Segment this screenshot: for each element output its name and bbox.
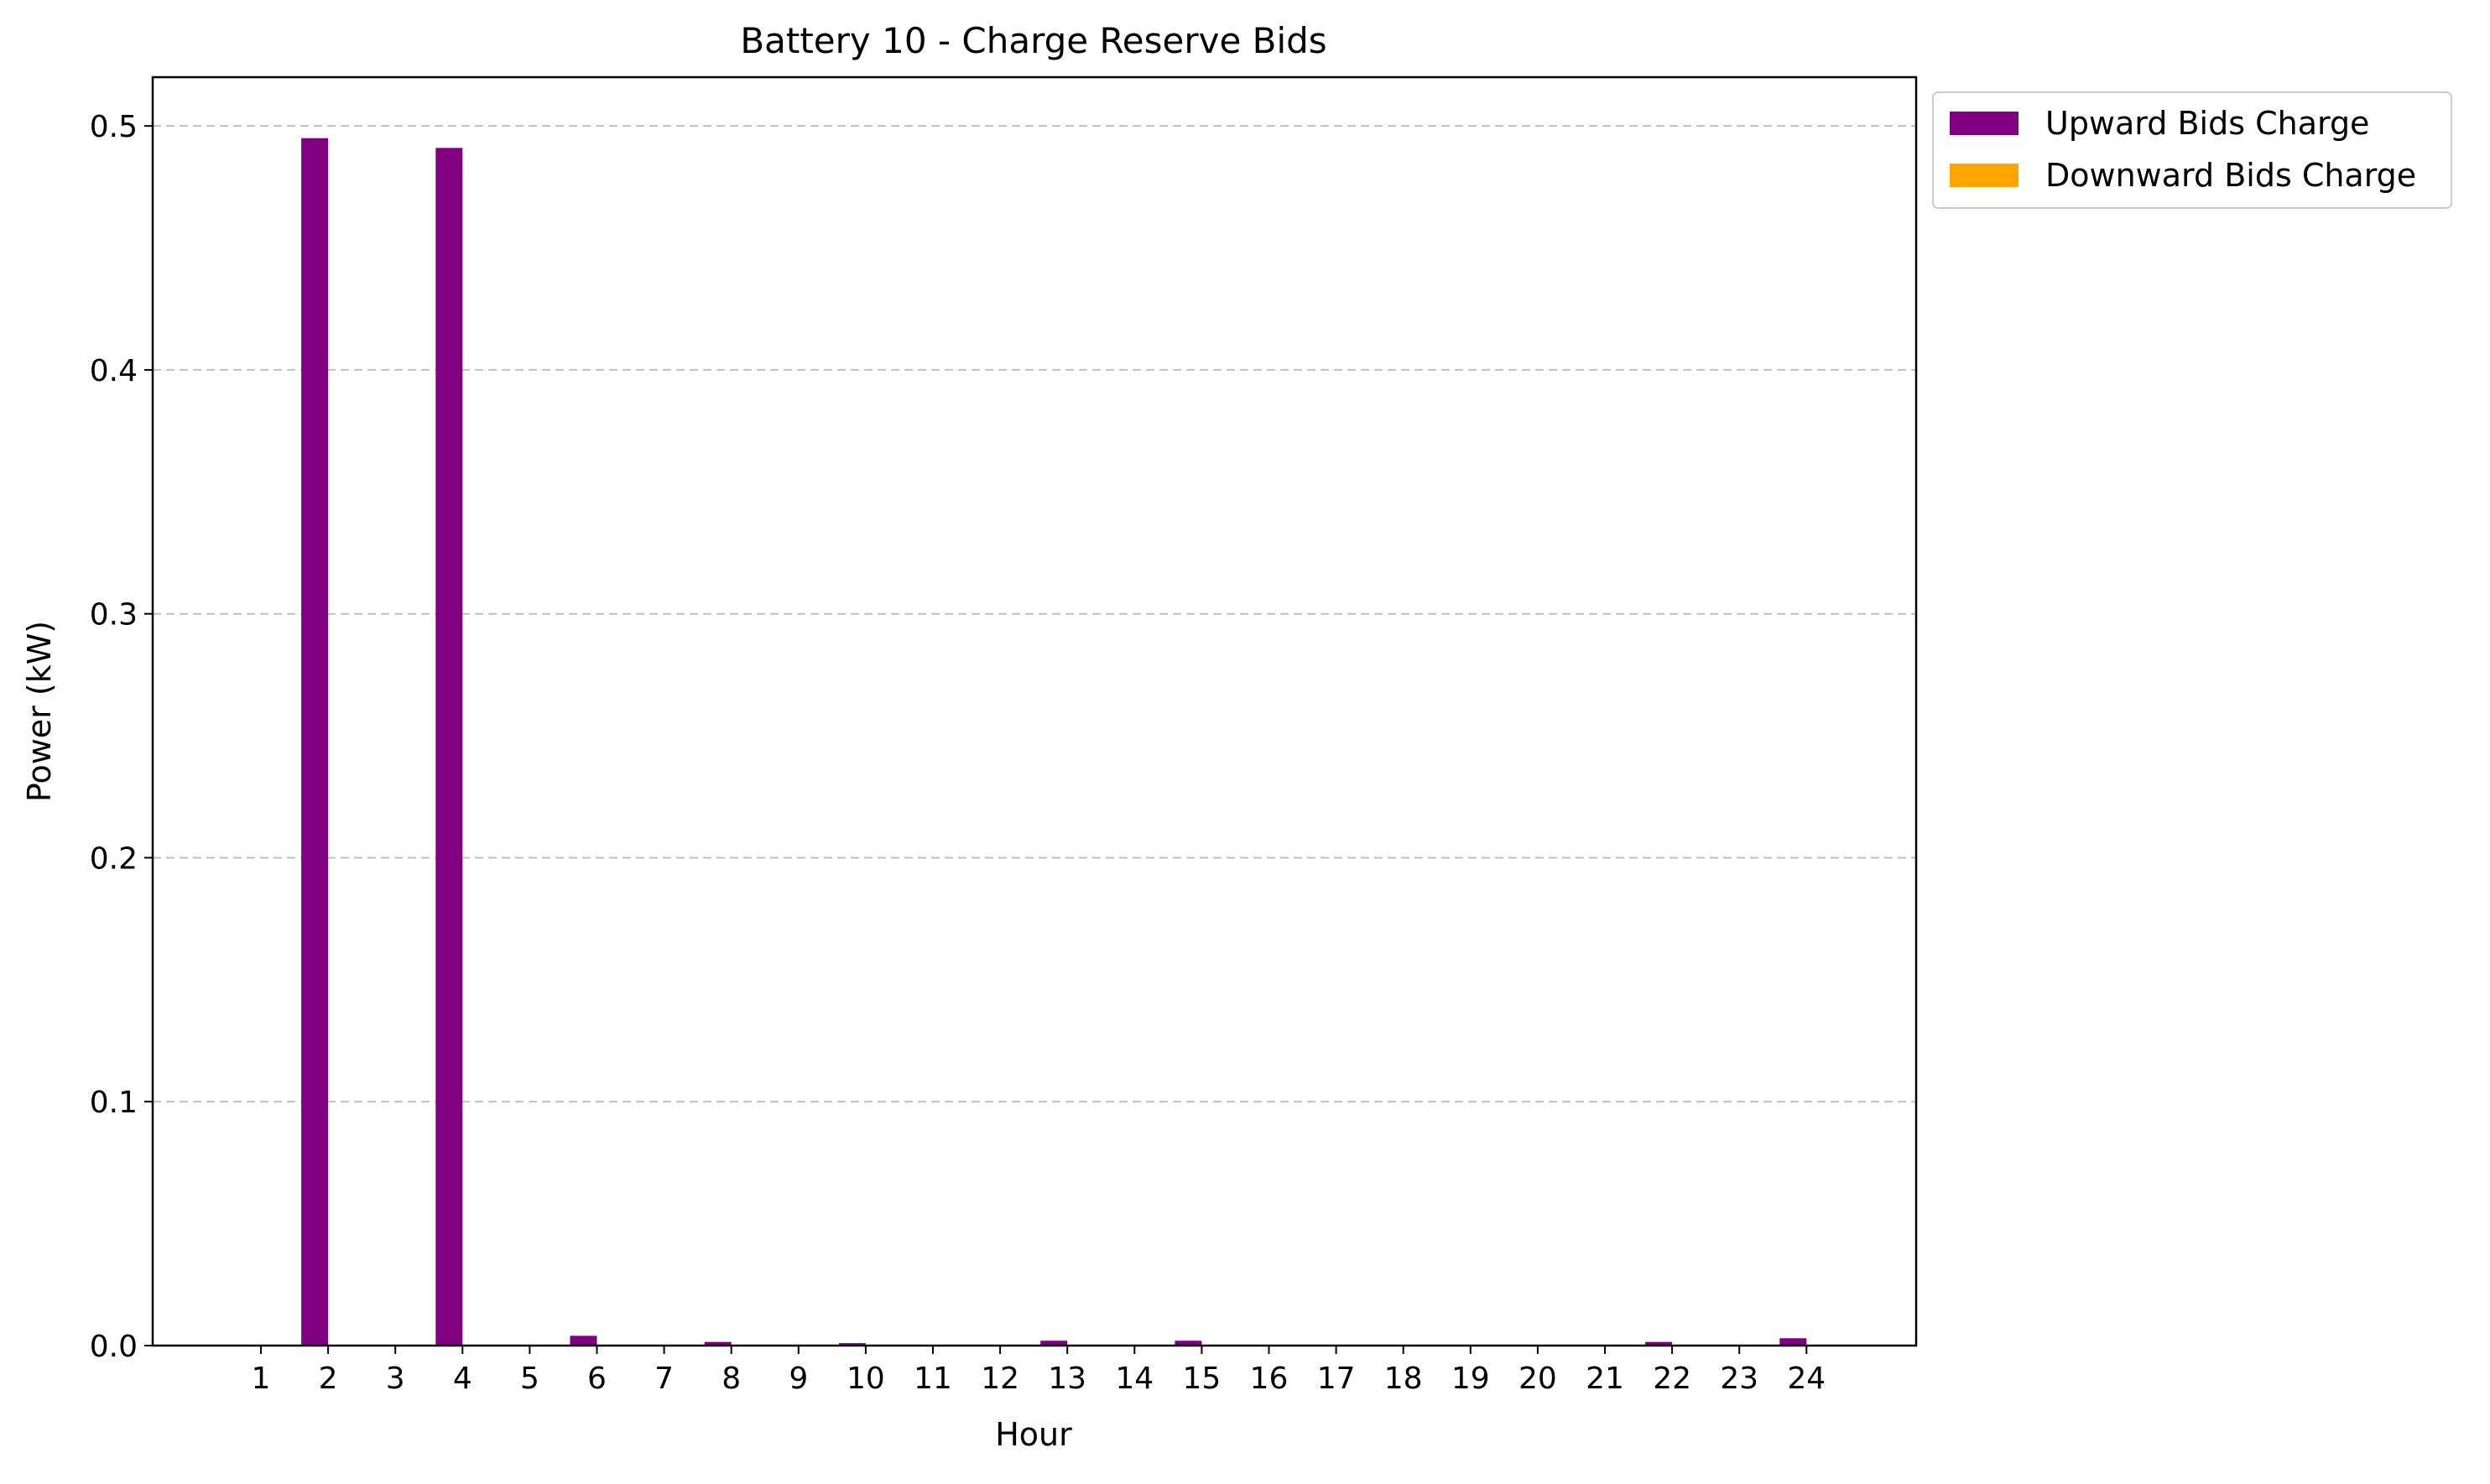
x-tick-label: 4 [453, 1362, 472, 1396]
x-tick-label: 9 [789, 1362, 808, 1396]
bar-upward-hour-6 [570, 1336, 597, 1346]
bar-upward-hour-13 [1040, 1341, 1068, 1346]
x-tick-label: 16 [1250, 1362, 1289, 1396]
bar-upward-hour-8 [704, 1341, 732, 1346]
x-tick-label: 7 [654, 1362, 674, 1396]
x-tick-label: 1 [252, 1362, 271, 1396]
x-tick-label: 23 [1720, 1362, 1758, 1396]
bar-upward-hour-10 [838, 1343, 866, 1346]
legend-swatch [1950, 164, 2019, 187]
x-tick-label: 3 [386, 1362, 405, 1396]
x-tick-label: 24 [1787, 1362, 1826, 1396]
x-tick-label: 19 [1451, 1362, 1490, 1396]
x-tick-label: 12 [981, 1362, 1019, 1396]
y-tick-label: 0.2 [90, 841, 138, 876]
bar-upward-hour-15 [1175, 1341, 1202, 1346]
x-tick-label: 2 [319, 1362, 338, 1396]
bar-upward-hour-4 [435, 148, 463, 1346]
x-tick-label: 17 [1317, 1362, 1356, 1396]
y-tick-label: 0.3 [90, 598, 138, 633]
axes: 0.00.10.20.30.40.51 2 3 4 5 6 7 8 9 10 11 12 13 14 15 1… [90, 76, 1918, 1396]
legend-frame [1932, 91, 2452, 209]
x-tick-label: 13 [1048, 1362, 1086, 1396]
bar-upward-hour-2 [301, 138, 329, 1346]
y-tick-label: 0.5 [90, 110, 138, 144]
x-tick-label: 8 [721, 1362, 741, 1396]
bars [301, 138, 1807, 1346]
x-tick-label: 6 [587, 1362, 607, 1396]
x-tick-label: 18 [1384, 1362, 1423, 1396]
legend-label: Downward Bids Charge [2045, 157, 2416, 194]
plot-frame [151, 76, 1918, 1347]
x-tick-label: 15 [1182, 1362, 1221, 1396]
grid-lines [153, 125, 1916, 1103]
legend: Upward Bids Charge Downward Bids Charge [1932, 91, 2452, 209]
x-tick-label: 14 [1115, 1362, 1154, 1396]
y-tick-label: 0.1 [90, 1086, 138, 1120]
bar-upward-hour-22 [1645, 1341, 1673, 1346]
x-tick-label: 21 [1586, 1362, 1624, 1396]
x-tick-label: 22 [1653, 1362, 1691, 1396]
x-tick-label: 20 [1518, 1362, 1557, 1396]
chart-title: Battery 10 - Charge Reserve Bids [740, 20, 1326, 61]
x-tick-label: 11 [914, 1362, 952, 1396]
x-axis-label: Hour [995, 1416, 1072, 1453]
x-tick-label: 10 [846, 1362, 885, 1396]
y-tick-label: 0.4 [90, 354, 138, 388]
y-tick-label: 0.0 [90, 1330, 138, 1364]
legend-label: Upward Bids Charge [2045, 105, 2369, 142]
bar-upward-hour-24 [1779, 1338, 1807, 1346]
x-tick-label: 5 [520, 1362, 539, 1396]
y-axis-label: Power (kW) [21, 621, 58, 802]
legend-swatch [1950, 112, 2019, 135]
